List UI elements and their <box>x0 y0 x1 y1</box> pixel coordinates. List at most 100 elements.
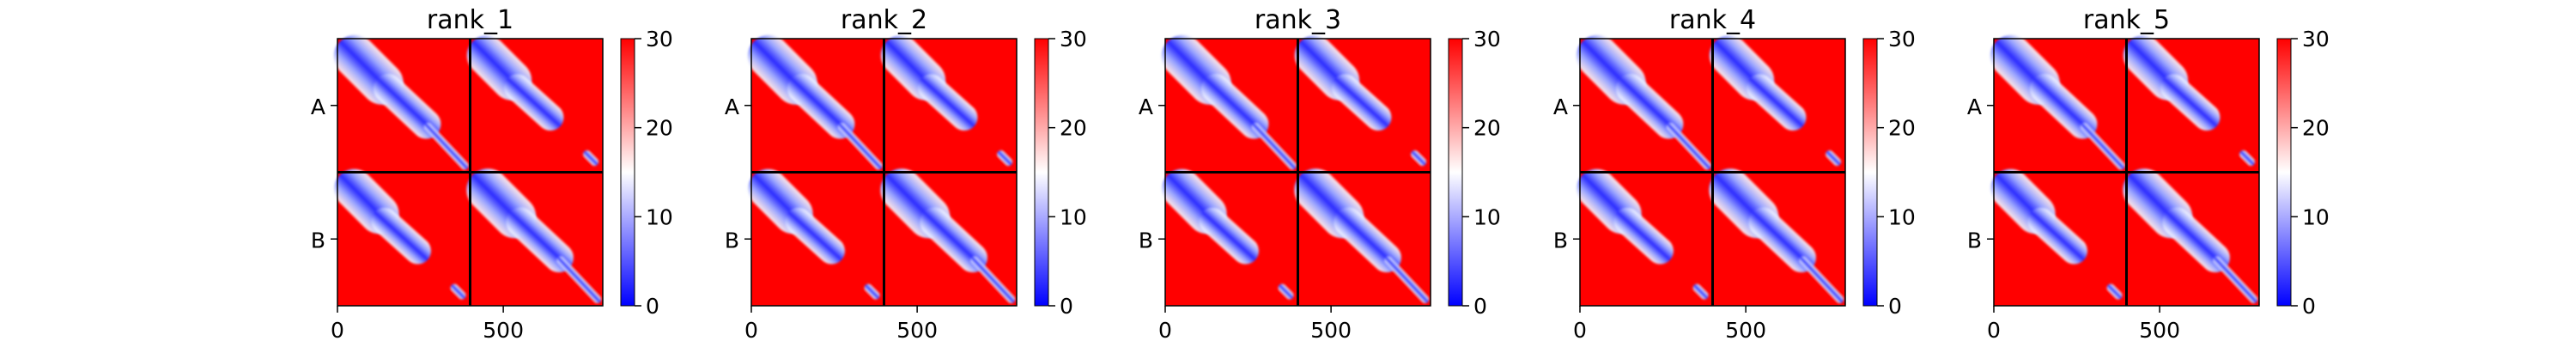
x-tick-label: 0 <box>1158 318 1172 343</box>
panel-title: rank_4 <box>1669 5 1756 35</box>
contact-band <box>1411 149 1427 167</box>
contact-band <box>583 149 599 167</box>
contact-band <box>864 283 880 300</box>
panel-3: rank_3 A B 0 500 0 10 20 30 <box>1139 5 1501 343</box>
contact-band <box>1384 256 1430 304</box>
contact-band <box>2123 168 2193 239</box>
x-tick-label: 500 <box>483 318 524 343</box>
colorbar <box>1862 38 1878 307</box>
contact-band <box>920 207 987 273</box>
chain-label: A <box>311 94 325 119</box>
contact-band <box>787 73 855 139</box>
contact-band <box>1251 122 1297 170</box>
colorbar-tick-label: 0 <box>2302 294 2316 319</box>
colorbar-tick-label: 10 <box>1888 204 1916 229</box>
contact-band <box>2106 283 2123 300</box>
chain-label: B <box>1967 228 1982 253</box>
contact-band <box>1278 283 1294 300</box>
colorbar-tick-label: 10 <box>1060 204 1087 229</box>
colorbar-tick-label: 10 <box>646 204 673 229</box>
colorbar-tick-label: 30 <box>1888 27 1916 52</box>
colorbar-tick-label: 30 <box>646 27 673 52</box>
contact-band <box>1161 34 1231 105</box>
colorbar-tick-label: 30 <box>1473 27 1501 52</box>
contact-band <box>1666 122 1711 170</box>
colorbar-tick-label: 20 <box>1060 116 1087 141</box>
contact-band <box>466 168 537 239</box>
colorbar-tick-label: 30 <box>2302 27 2330 52</box>
contact-band <box>1615 73 1684 139</box>
chain-label: B <box>1553 228 1568 253</box>
colorbar-tick-label: 0 <box>1060 294 1073 319</box>
colorbar-tick-label: 30 <box>1060 27 1087 52</box>
contact-band <box>450 283 466 300</box>
chain-label: A <box>1967 94 1982 119</box>
contact-band <box>1709 168 1779 239</box>
colorbar <box>1448 38 1463 307</box>
colorbar <box>620 38 635 307</box>
chain-label: A <box>1553 94 1568 119</box>
contact-band <box>2162 207 2230 273</box>
chain-label: B <box>725 228 739 253</box>
contact-band <box>1826 149 1842 167</box>
panel-5: rank_5 A B 0 500 0 10 20 30 <box>1967 5 2330 343</box>
x-tick-label: 500 <box>896 318 938 343</box>
x-tick-label: 0 <box>331 318 344 343</box>
panel-2: rank_2 A B 0 500 0 10 20 30 <box>725 5 1087 343</box>
contact-band <box>423 122 469 170</box>
contact-band <box>2027 207 2088 265</box>
panel-title: rank_1 <box>427 5 513 35</box>
colorbar <box>1034 38 1049 307</box>
contact-band <box>334 168 399 234</box>
chain-label: A <box>1139 94 1153 119</box>
colorbar-tick-label: 20 <box>1473 116 1501 141</box>
panel-4: rank_4 A B 0 500 0 10 20 30 <box>1553 5 1916 343</box>
colorbar-tick-label: 10 <box>1473 204 1501 229</box>
x-tick-label: 0 <box>744 318 758 343</box>
contact-band <box>2160 74 2221 131</box>
contact-band <box>748 168 813 234</box>
panel-1: rank_1 A B 0 500 0 10 20 30 <box>311 5 673 343</box>
chain-label: A <box>725 94 739 119</box>
x-tick-label: 500 <box>1310 318 1352 343</box>
contact-band <box>556 256 602 304</box>
contact-band <box>1746 74 1807 131</box>
colorbar-tick-label: 0 <box>1473 294 1487 319</box>
plot-frame <box>1579 38 1846 307</box>
panel-title: rank_5 <box>2083 5 2170 35</box>
contact-band <box>1692 283 1709 300</box>
contact-band <box>1799 256 1844 304</box>
contact-band <box>1748 207 1816 273</box>
contact-band <box>1576 34 1646 105</box>
plot-frame <box>1993 38 2260 307</box>
contact-band <box>1199 207 1260 265</box>
colorbar-tick-label: 10 <box>2302 204 2330 229</box>
contact-band <box>997 149 1013 167</box>
plot-frame <box>337 38 604 307</box>
panel-title: rank_2 <box>841 5 927 35</box>
colorbar-tick-label: 20 <box>1888 116 1916 141</box>
contact-band <box>371 207 432 265</box>
colorbar <box>2276 38 2292 307</box>
contact-band <box>1613 207 1674 265</box>
contact-band <box>506 207 574 273</box>
contact-band <box>1331 74 1392 131</box>
x-tick-label: 500 <box>2139 318 2180 343</box>
plot-frame <box>750 38 1018 307</box>
contact-band <box>2080 122 2125 170</box>
x-tick-label: 0 <box>1987 318 2001 343</box>
contact-band <box>970 256 1016 304</box>
x-tick-label: 0 <box>1573 318 1587 343</box>
x-tick-label: 500 <box>1725 318 1766 343</box>
colorbar-tick-label: 0 <box>1888 294 1902 319</box>
chain-label: B <box>1139 228 1153 253</box>
contact-band <box>1334 207 1401 273</box>
colorbar-tick-label: 20 <box>2302 116 2330 141</box>
contact-band <box>333 34 404 105</box>
contact-band <box>837 122 883 170</box>
contact-band <box>785 207 846 265</box>
contact-band <box>2029 73 2098 139</box>
colorbar-tick-label: 0 <box>646 294 659 319</box>
